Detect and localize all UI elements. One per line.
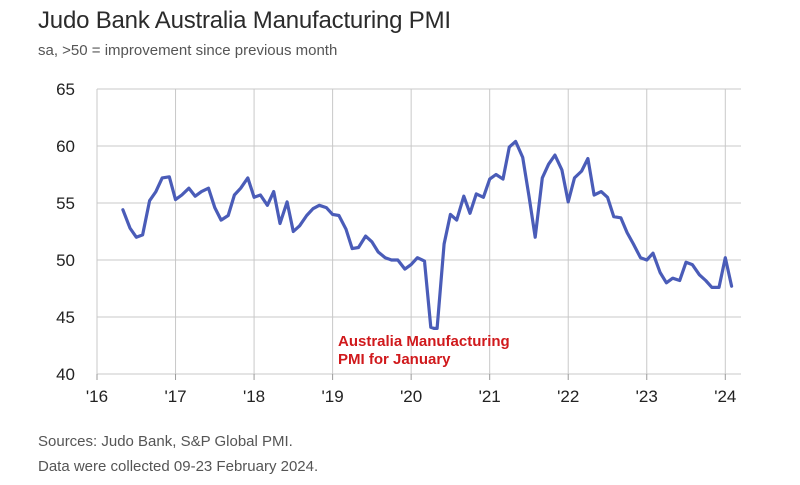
y-axis: 40 45 50 55 60 65: [56, 80, 75, 384]
x-tick-label-21: '21: [479, 387, 501, 406]
x-tick-label-17: '17: [164, 387, 186, 406]
january-annotation: Australia Manufacturing PMI for January: [338, 333, 510, 369]
y-tick-label-60: 60: [56, 137, 75, 156]
x-tick-label-16: '16: [86, 387, 108, 406]
x-tick-label-22: '22: [557, 387, 579, 406]
x-tick-label-24: '24: [714, 387, 736, 406]
sources-note: Sources: Judo Bank, S&P Global PMI.: [38, 433, 293, 450]
grid: [96, 88, 741, 375]
x-tick-label-23: '23: [636, 387, 658, 406]
y-tick-label-45: 45: [56, 308, 75, 327]
chart-subtitle: sa, >50 = improvement since previous mon…: [38, 42, 338, 59]
y-tick-label-55: 55: [56, 194, 75, 213]
x-tick-label-20: '20: [400, 387, 422, 406]
y-tick-label-50: 50: [56, 251, 75, 270]
x-tick-label-19: '19: [322, 387, 344, 406]
y-tick-label-65: 65: [56, 80, 75, 99]
x-axis: '16 '17 '18 '19 '20 '21 '22 '23 '24: [86, 374, 736, 406]
x-tick-label-18: '18: [243, 387, 265, 406]
collection-note: Data were collected 09-23 February 2024.: [38, 458, 319, 475]
annotation-line-1: Australia Manufacturing: [338, 333, 510, 350]
y-tick-label-40: 40: [56, 365, 75, 384]
pmi-series-line: [121, 139, 734, 330]
annotation-line-2: PMI for January: [338, 351, 451, 368]
chart-title: Judo Bank Australia Manufacturing PMI: [38, 7, 451, 34]
